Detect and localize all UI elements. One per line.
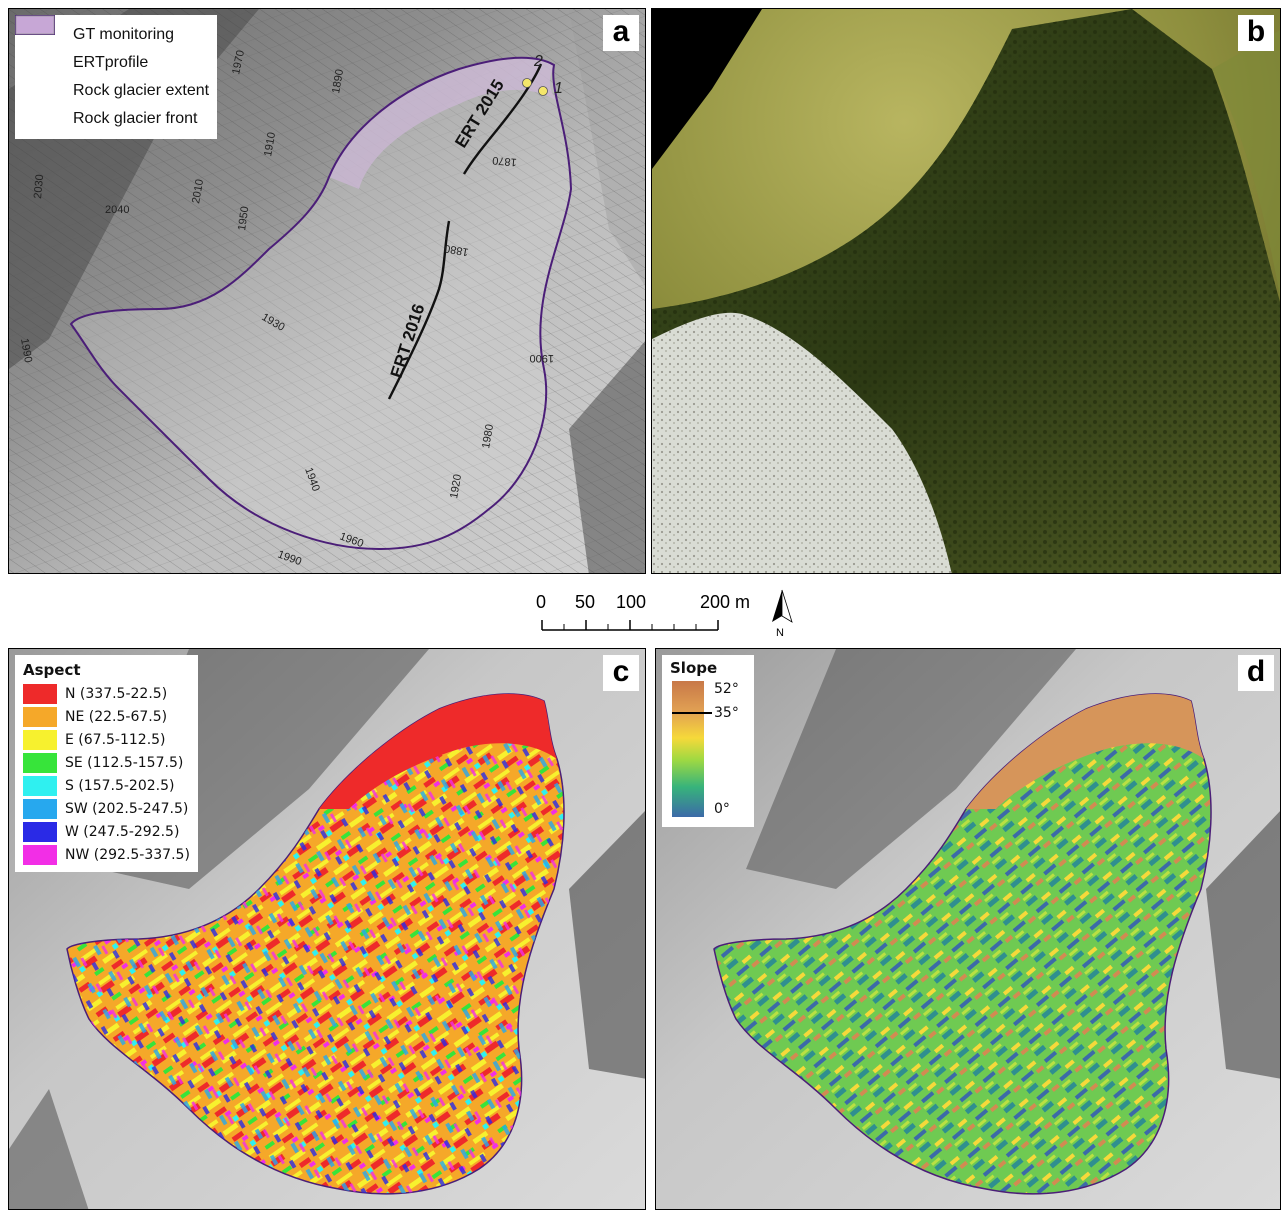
aspect-legend-label: NW (292.5-337.5) bbox=[65, 846, 190, 863]
aspect-swatch bbox=[23, 775, 57, 796]
gt-point-1 bbox=[538, 86, 548, 96]
legend-label-extent: Rock glacier extent bbox=[73, 82, 210, 99]
rock-glacier-extent bbox=[69, 56, 573, 551]
contour-label: 1900 bbox=[530, 352, 554, 364]
panel-a-hillshade-map: ERT 2015 ERT 2016 2 1 1970 1890 1910 193… bbox=[8, 8, 646, 574]
aspect-legend-item: W (247.5-292.5) bbox=[23, 820, 190, 843]
scale-ticks: N bbox=[541, 589, 793, 639]
aspect-swatch bbox=[23, 683, 57, 704]
orthophoto-b bbox=[652, 9, 1280, 573]
scale-label-50: 50 bbox=[575, 592, 596, 612]
aspect-legend-item: S (157.5-202.5) bbox=[23, 774, 190, 797]
gt-point-2 bbox=[522, 78, 532, 88]
slope-max-label: 52° bbox=[714, 681, 739, 697]
legend-item-front: Rock glacier front bbox=[15, 15, 209, 133]
aspect-swatch bbox=[23, 706, 57, 727]
aspect-swatch bbox=[23, 844, 57, 865]
aspect-legend-item: N (337.5-22.5) bbox=[23, 682, 190, 705]
panel-letter-a: a bbox=[603, 15, 639, 51]
legend-label-front: Rock glacier front bbox=[73, 110, 198, 127]
aspect-legend-label: S (157.5-202.5) bbox=[65, 777, 175, 794]
legend-a: GT monitoring ERTprofile Rock glacier ex… bbox=[15, 15, 218, 139]
contour-label: 1980 bbox=[480, 423, 496, 449]
ert-2016-line bbox=[387, 220, 451, 400]
aspect-legend-label: N (337.5-22.5) bbox=[65, 685, 168, 702]
aspect-legend-item: E (67.5-112.5) bbox=[23, 728, 190, 751]
aspect-legend-item: SW (202.5-247.5) bbox=[23, 797, 190, 820]
scale-label-0: 0 bbox=[536, 592, 547, 612]
panel-d-slope-map: Slope 52° 35° 0° d bbox=[655, 648, 1281, 1210]
gt-label-1: 1 bbox=[554, 80, 563, 97]
aspect-legend-item: NW (292.5-337.5) bbox=[23, 843, 190, 866]
contour-label: 2030 bbox=[32, 174, 46, 199]
contour-label: 2010 bbox=[190, 178, 206, 204]
aspect-legend-item: NE (22.5-67.5) bbox=[23, 705, 190, 728]
contour-label: 2040 bbox=[105, 204, 129, 216]
contour-label: 1950 bbox=[236, 206, 251, 232]
aspect-swatch bbox=[23, 798, 57, 819]
slope-color-ramp bbox=[672, 681, 704, 817]
legend-c: Aspect N (337.5-22.5) NE (22.5-67.5) E (67… bbox=[15, 655, 198, 872]
contour-labels: 1970 1890 1910 1930 2010 2030 1950 2040 … bbox=[18, 49, 554, 568]
legend-label-ert: ERTprofile bbox=[73, 54, 149, 71]
scale-label-100: 100 bbox=[616, 592, 647, 612]
legend-item-ert: ERTprofile bbox=[15, 19, 209, 77]
aspect-legend-label: SW (202.5-247.5) bbox=[65, 800, 189, 817]
aspect-swatch bbox=[23, 729, 57, 750]
line-icon bbox=[15, 19, 63, 73]
panel-c-aspect-map: Aspect N (337.5-22.5) NE (22.5-67.5) E (67… bbox=[8, 648, 646, 1210]
panel-b-orthophoto: b bbox=[651, 8, 1281, 574]
scree-area bbox=[652, 312, 952, 573]
legend-label-gt: GT monitoring bbox=[73, 26, 175, 43]
slope-map-d bbox=[656, 649, 1280, 1209]
ert-2015-line bbox=[462, 63, 543, 175]
legend-item-extent: Rock glacier extent bbox=[15, 15, 210, 105]
panel-letter-d: d bbox=[1238, 655, 1274, 691]
contour-label: 1880 bbox=[443, 242, 469, 258]
scale-label-200: 200 m bbox=[700, 592, 751, 612]
aspect-legend-item: SE (112.5-157.5) bbox=[23, 751, 190, 774]
aspect-swatch bbox=[23, 821, 57, 842]
aspect-legend-label: E (67.5-112.5) bbox=[65, 731, 166, 748]
aspect-map-c bbox=[9, 649, 645, 1209]
scale-bar: 0 50 100 200 m N bbox=[520, 588, 810, 644]
contour-label: 1870 bbox=[492, 154, 517, 168]
contour-label: 1970 bbox=[230, 49, 247, 75]
contour-label: 1890 bbox=[330, 68, 346, 94]
outline-box-icon bbox=[15, 15, 63, 101]
aspect-legend-label: W (247.5-292.5) bbox=[65, 823, 180, 840]
north-arrow-icon bbox=[772, 589, 793, 623]
panel-letter-b: b bbox=[1238, 15, 1274, 51]
legend-title-slope: Slope bbox=[670, 659, 718, 677]
filled-box-icon bbox=[15, 15, 63, 129]
contour-label: 1990 bbox=[18, 337, 34, 363]
aspect-legend-label: SE (112.5-157.5) bbox=[65, 754, 184, 771]
legend-title-aspect: Aspect bbox=[23, 661, 81, 679]
contour-label: 1910 bbox=[262, 131, 278, 157]
gt-label-2: 2 bbox=[533, 53, 543, 70]
slope-35-marker bbox=[672, 712, 712, 714]
rock-glacier-front bbox=[329, 57, 557, 189]
slope-min-label: 0° bbox=[714, 801, 730, 817]
north-label: N bbox=[776, 627, 784, 639]
hillshade-map-a: ERT 2015 ERT 2016 2 1 1970 1890 1910 193… bbox=[9, 9, 645, 573]
contour-label: 1920 bbox=[448, 473, 464, 499]
legend-d: Slope 52° 35° 0° bbox=[662, 655, 754, 827]
aspect-legend-label: NE (22.5-67.5) bbox=[65, 708, 168, 725]
panel-letter-c: c bbox=[603, 655, 639, 691]
slope-mid-label: 35° bbox=[714, 705, 739, 721]
aspect-swatch bbox=[23, 752, 57, 773]
